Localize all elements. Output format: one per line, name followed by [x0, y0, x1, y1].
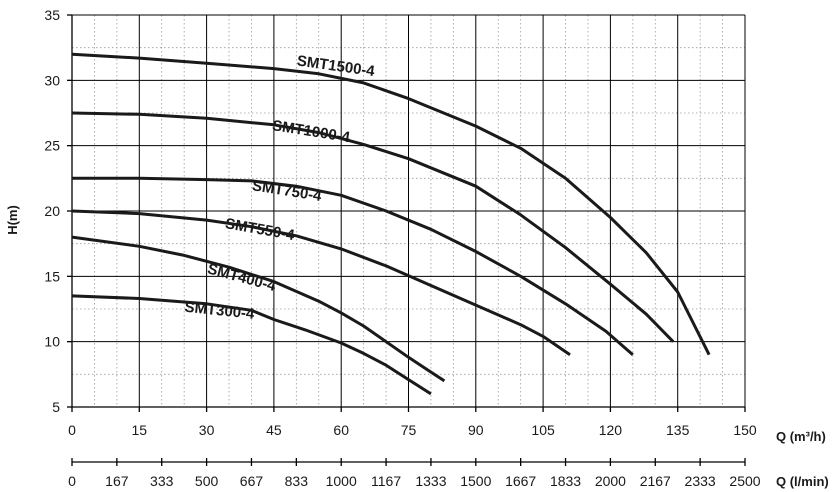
x2-tick-label: 1833 — [550, 473, 581, 489]
x-tick-label: 135 — [666, 422, 690, 438]
x2-tick-label: 1667 — [505, 473, 536, 489]
curve-smt400-4 — [71, 235, 446, 383]
x-tick-label: 15 — [132, 422, 148, 438]
y-tick-label: 25 — [44, 138, 60, 154]
curve-smt1500-4 — [71, 52, 711, 356]
x2-tick-label: 1000 — [326, 473, 357, 489]
x-tick-label: 150 — [733, 422, 757, 438]
x-tick-label: 0 — [68, 422, 76, 438]
y-tick-label: 15 — [44, 268, 60, 284]
y-axis-label: H(m) — [5, 205, 20, 235]
x-axis-label-lmin: Q (l/min) — [776, 474, 829, 489]
x2-tick-label: 500 — [195, 473, 219, 489]
curve-smt550-4 — [71, 209, 571, 356]
x2-tick-label: 333 — [150, 473, 174, 489]
y-tick-label: 35 — [44, 7, 60, 23]
x2-tick-label: 0 — [68, 473, 76, 489]
x2-tick-label: 1500 — [460, 473, 491, 489]
x-tick-label: 90 — [468, 422, 484, 438]
x-tick-label: 105 — [531, 422, 555, 438]
series-label-smt400-4: SMT400-4 — [206, 261, 279, 296]
series-label-smt300-4: SMT300-4 — [184, 299, 256, 323]
x2-tick-label: 1167 — [371, 473, 401, 489]
x2-tick-label: 667 — [240, 473, 264, 489]
x-tick-label: 45 — [266, 422, 282, 438]
x-tick-label: 30 — [199, 422, 215, 438]
series-label-smt750-4: SMT750-4 — [251, 177, 323, 205]
x2-tick-label: 2333 — [685, 473, 716, 489]
y-tick-label: 30 — [44, 72, 60, 88]
x-tick-label: 75 — [401, 422, 417, 438]
x-tick-label: 120 — [599, 422, 623, 438]
x2-tick-label: 1333 — [415, 473, 446, 489]
x2-tick-label: 2500 — [729, 473, 760, 489]
series-labels: SMT1500-4SMT1000-4SMT750-4SMT550-4SMT400… — [184, 52, 377, 323]
x2-tick-label: 833 — [285, 473, 309, 489]
x-axis-label-m3h: Q (m³/h) — [776, 429, 826, 444]
series-group — [71, 52, 711, 396]
y-tick-label: 10 — [44, 334, 60, 350]
x2-tick-label: 2167 — [640, 473, 671, 489]
curve-smt1000-4 — [71, 111, 675, 343]
curve-smt750-4 — [72, 176, 634, 356]
series-label-smt1000-4: SMT1000-4 — [271, 117, 352, 146]
curve-smt300-4 — [71, 294, 432, 396]
y-tick-label: 5 — [52, 399, 60, 415]
x2-tick-label: 167 — [105, 473, 129, 489]
x-tick-label: 60 — [333, 422, 349, 438]
y-tick-label: 20 — [44, 203, 60, 219]
series-label-smt550-4: SMT550-4 — [224, 215, 297, 244]
grid — [72, 14, 746, 407]
x2-tick-label: 2000 — [595, 473, 626, 489]
